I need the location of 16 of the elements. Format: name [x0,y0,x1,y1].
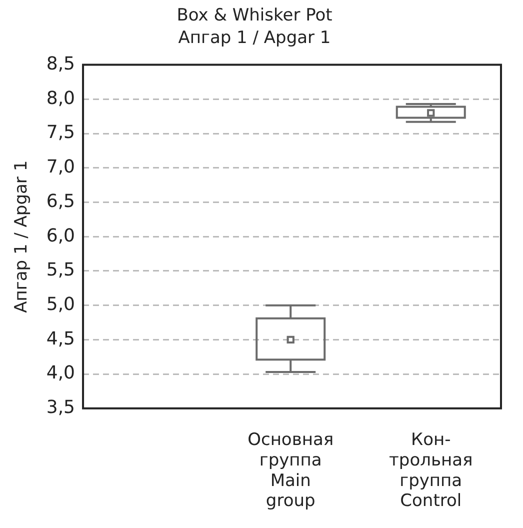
y-tick-label: 4,0 [46,362,76,384]
y-tick-label: 7,0 [46,156,76,178]
y-tick-label: 3,5 [46,397,76,418]
y-tick-label: 4,5 [46,328,76,350]
chart-title: Box & Whisker Pot [176,6,333,26]
chart-subtitle: Апгар 1 / Apgar 1 [178,28,331,48]
y-axis-title: Апгар 1 / Apgar 1 [12,160,32,313]
y-tick-label: 8,0 [46,88,76,109]
y-tick-label: 7,5 [46,122,76,144]
x-tick-label: Кон- трольная группа Control [388,430,473,512]
x-tick-label: Основная группа Main group [248,430,334,512]
y-tick-label: 6,5 [46,190,76,212]
y-tick-label: 5,5 [46,260,76,281]
y-tick-label: 8,5 [46,53,76,74]
y-tick-label: 6,0 [46,225,76,246]
y-tick-label: 5,0 [46,294,76,315]
